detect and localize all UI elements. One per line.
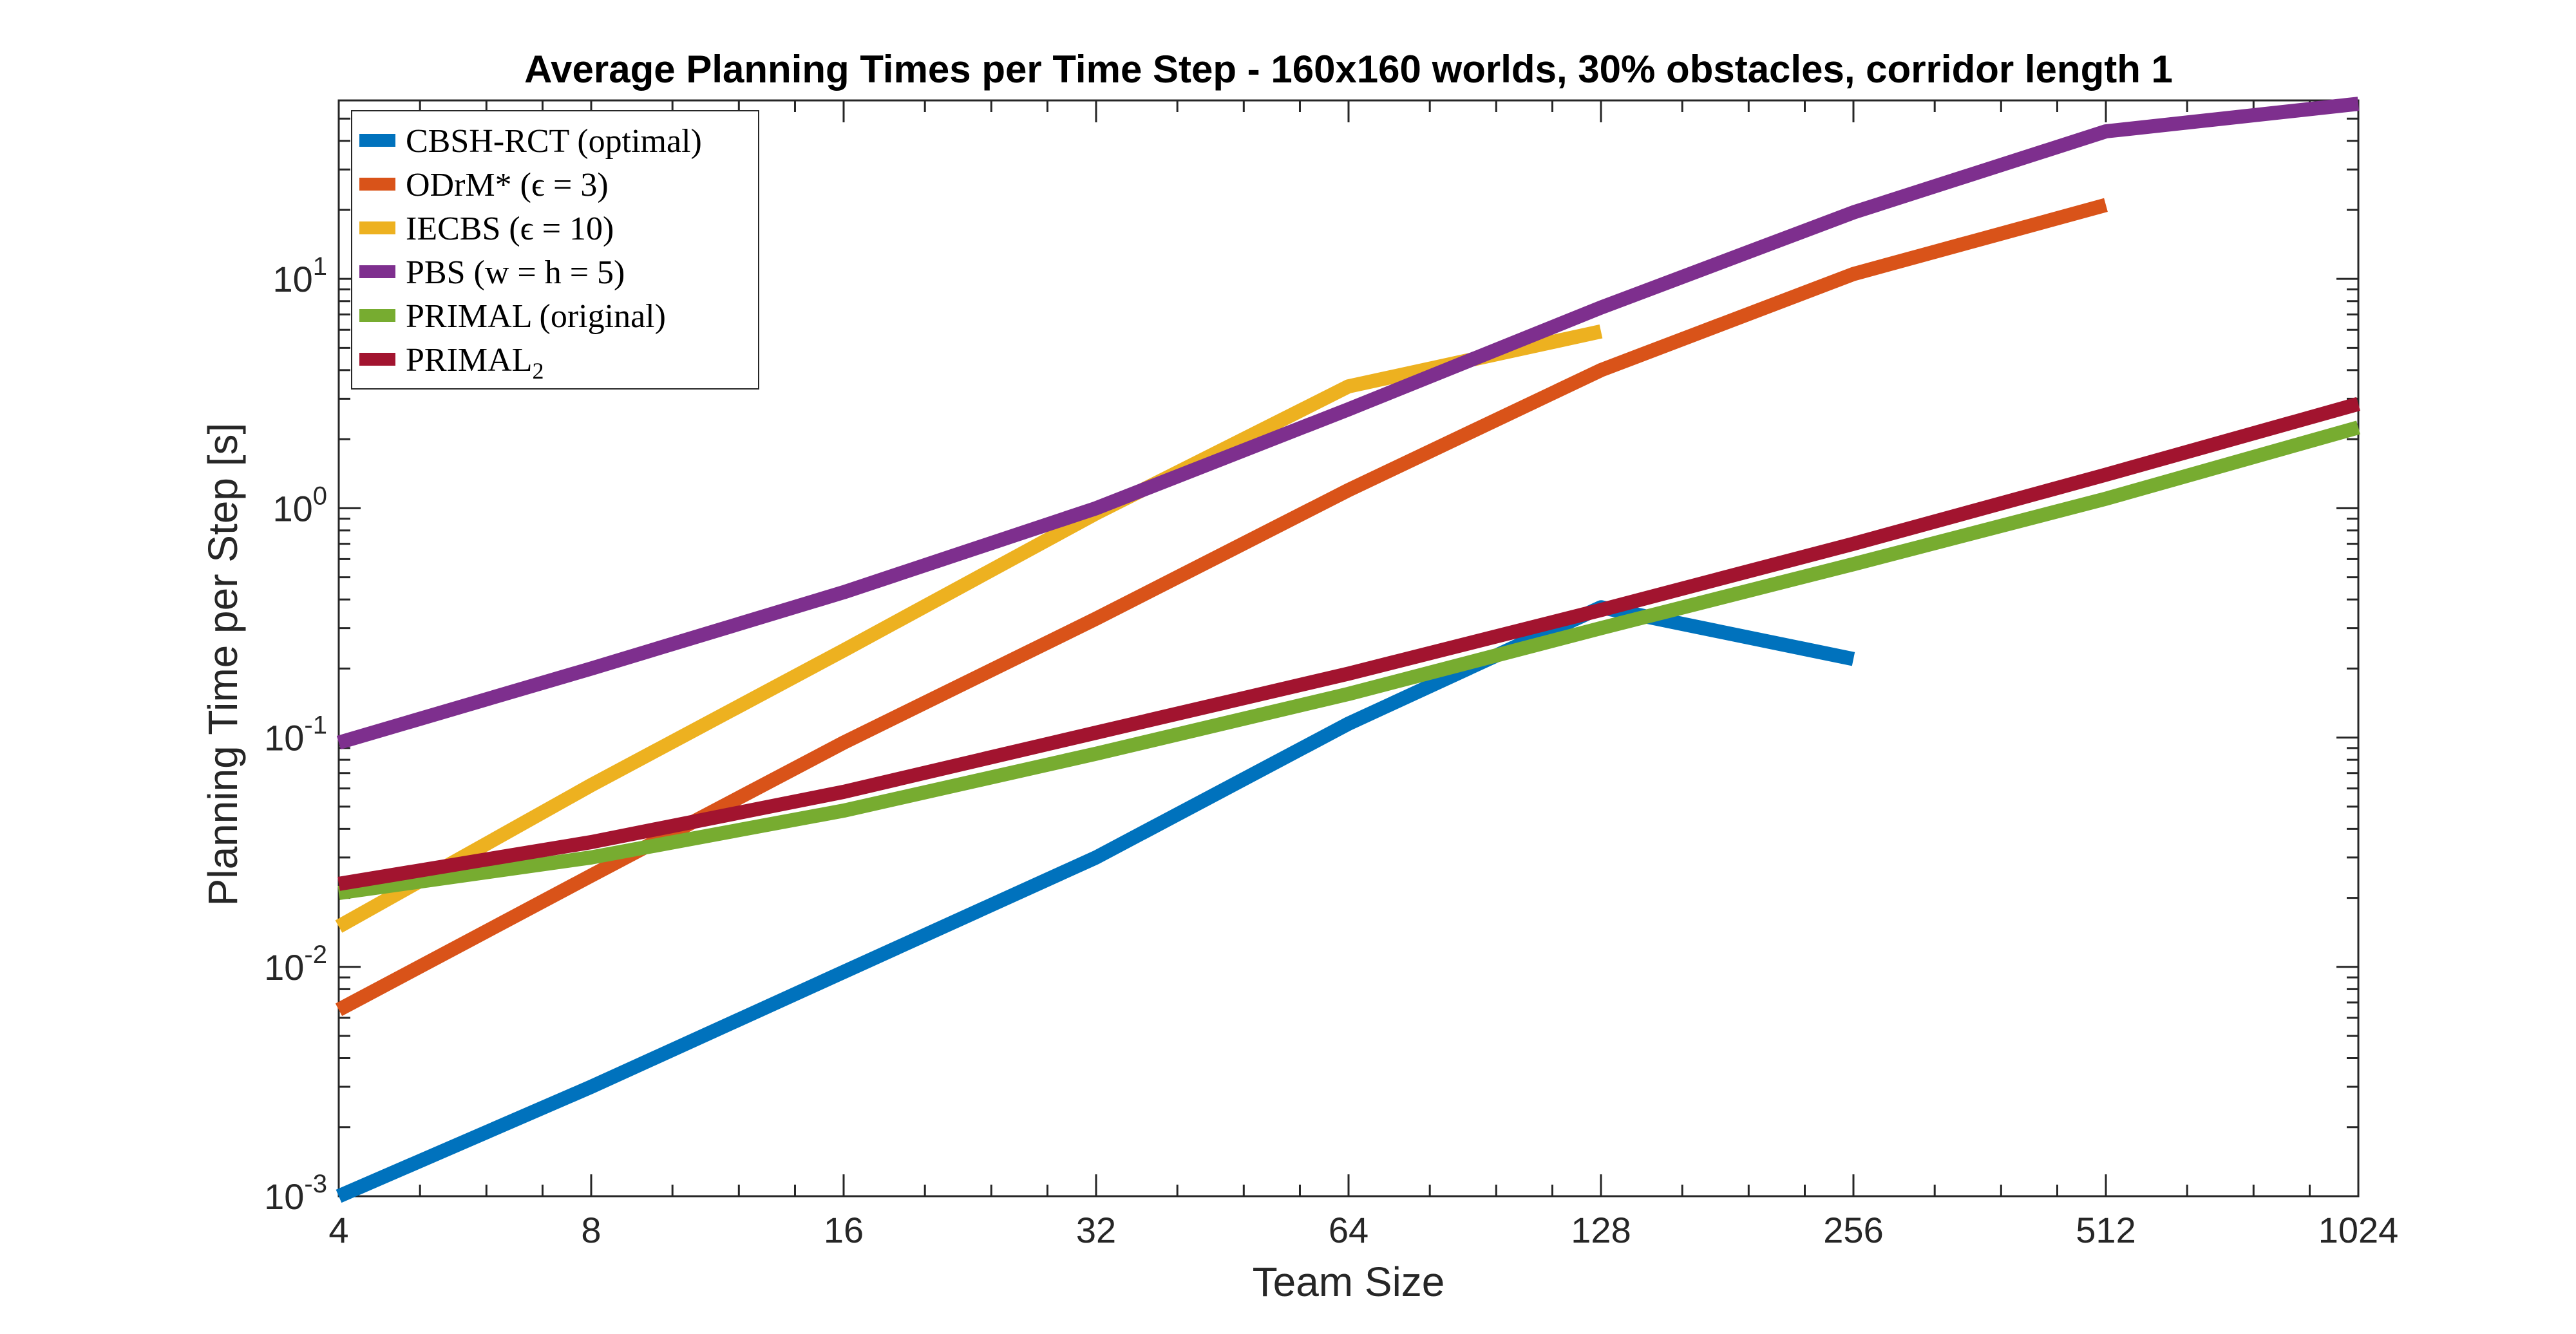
x-tick-label: 4 xyxy=(328,1210,348,1250)
x-tick-label: 128 xyxy=(1571,1210,1631,1250)
legend-entry: PBS (w = h = 5) xyxy=(406,254,625,291)
legend-entry: PRIMAL2 xyxy=(406,342,544,384)
chart-title: Average Planning Times per Time Step - 1… xyxy=(524,48,2173,91)
data-series xyxy=(335,97,2360,1203)
legend-entry: IECBS (ϵ = 10) xyxy=(406,211,614,247)
x-tick-label: 8 xyxy=(581,1210,601,1250)
y-tick-label: 10-3 xyxy=(264,1170,327,1217)
legend-entry: PRIMAL (original) xyxy=(406,298,666,335)
legend: CBSH-RCT (optimal) ODrM* (ϵ = 3) IECBS (ϵ … xyxy=(351,110,759,390)
series-line-5 xyxy=(337,420,2360,900)
series-line-3 xyxy=(335,324,1603,933)
series-line-6 xyxy=(337,397,2360,891)
x-tick-label: 64 xyxy=(1329,1210,1368,1250)
x-tick-label: 1024 xyxy=(2318,1210,2399,1250)
x-tick-label: 512 xyxy=(2076,1210,2136,1250)
axes: 4 8 16 32 64 128 256 512 1024 10-3 10-2 10-1 100 101 xyxy=(264,99,2399,1250)
legend-entry: ODrM* (ϵ = 3) xyxy=(406,167,609,203)
legend-entry: CBSH-RCT (optimal) xyxy=(406,123,702,160)
y-tick-label: 10-2 xyxy=(264,941,327,988)
series-line-4 xyxy=(336,97,2360,750)
x-tick-label: 256 xyxy=(1823,1210,1883,1250)
y-tick-label: 100 xyxy=(272,482,327,529)
y-tick-label: 10-1 xyxy=(264,711,327,758)
x-tick-label: 32 xyxy=(1076,1210,1116,1250)
y-tick-label: 101 xyxy=(272,252,327,299)
x-axis-label: Team Size xyxy=(1253,1259,1445,1305)
legend-box xyxy=(351,110,759,390)
x-tick-label: 16 xyxy=(824,1210,864,1250)
y-axis-label: Planning Time per Step [s] xyxy=(200,423,246,907)
